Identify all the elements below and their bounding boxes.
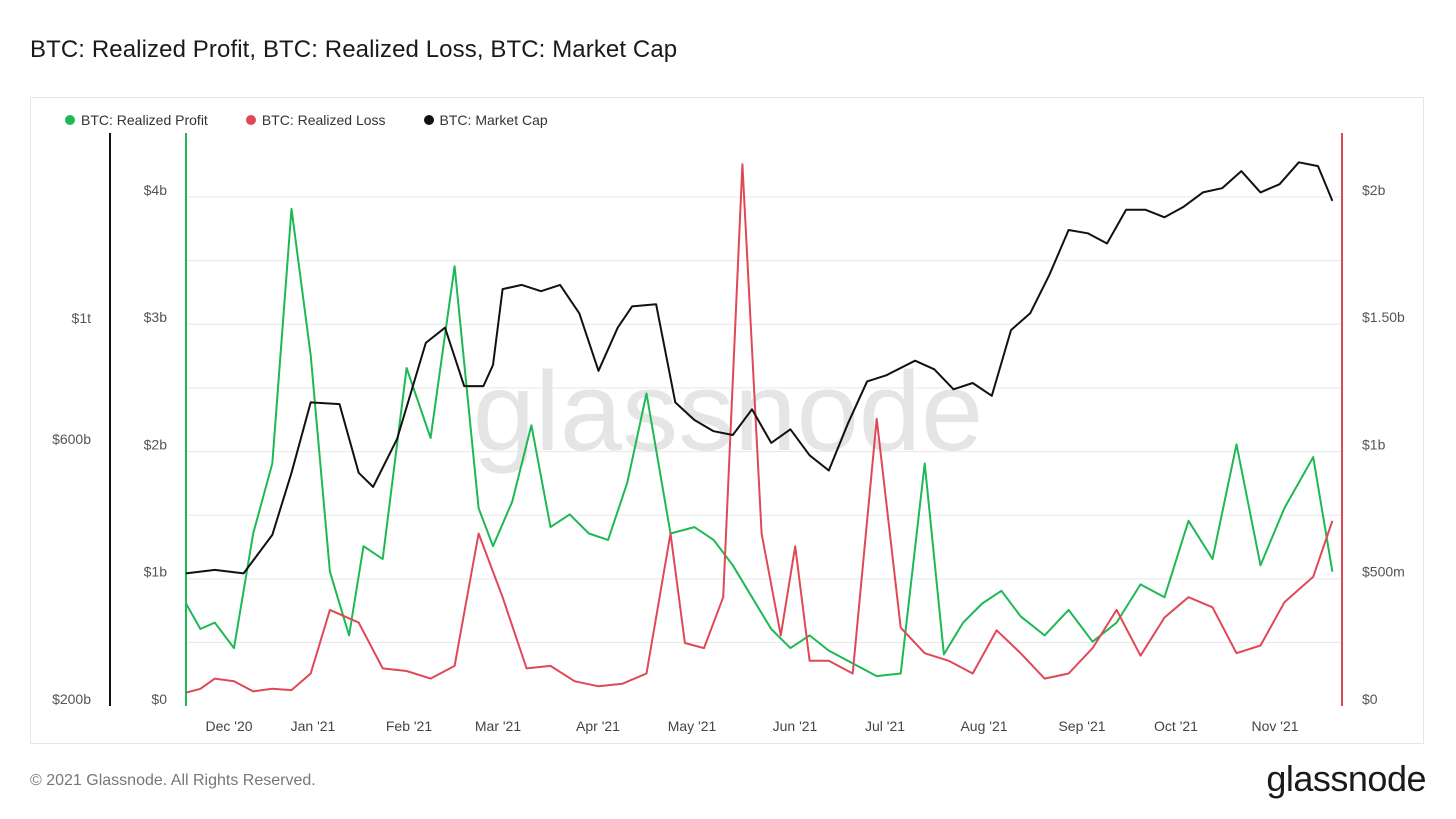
- profit-tick-label: $4b: [144, 182, 168, 198]
- chart-panel: BTC: Realized Profit BTC: Realized Loss …: [30, 97, 1424, 744]
- legend-dot-icon: [245, 115, 256, 125]
- watermark-text: glassnode: [473, 349, 984, 474]
- loss-tick-label: $1b: [1362, 436, 1386, 452]
- chart-legend: BTC: Realized Profit BTC: Realized Loss …: [65, 112, 548, 128]
- legend-label: BTC: Realized Profit: [81, 112, 208, 128]
- x-tick-label: Nov '21: [1251, 718, 1298, 734]
- loss-tick-label: $500m: [1362, 564, 1405, 580]
- loss-tick-label: $1.50b: [1362, 309, 1405, 325]
- x-tick-label: Apr '21: [576, 718, 620, 734]
- x-tick-label: Jan '21: [291, 718, 336, 734]
- legend-label: BTC: Realized Loss: [261, 112, 386, 128]
- profit-tick-label: $1b: [144, 564, 168, 580]
- glassnode-logo: glassnode: [1266, 758, 1426, 799]
- legend-dot-icon: [65, 115, 75, 125]
- loss-tick-label: $2b: [1362, 182, 1386, 198]
- x-tick-label: Mar '21: [475, 718, 521, 734]
- realized-loss-line: [185, 163, 1334, 694]
- realized-profit-line: [185, 207, 1334, 678]
- x-tick-label: Dec '20: [205, 718, 252, 734]
- profit-tick-label: $2b: [144, 436, 168, 452]
- page-title: BTC: Realized Profit, BTC: Realized Loss…: [30, 36, 678, 63]
- legend-dot-icon: [423, 115, 434, 125]
- market-cap-line: [185, 161, 1334, 575]
- profit-tick-label: $3b: [144, 309, 168, 325]
- loss-tick-label: $0: [1362, 691, 1378, 707]
- x-tick-label: Jul '21: [865, 718, 905, 734]
- x-tick-label: May '21: [668, 718, 717, 734]
- profit-tick-label: $0: [151, 691, 167, 707]
- market-cap-tick-label: $1t: [72, 310, 92, 326]
- x-tick-label: Jun '21: [773, 718, 818, 734]
- legend-item-market-cap[interactable]: BTC: Market Cap: [423, 112, 548, 128]
- legend-item-realized-profit[interactable]: BTC: Realized Profit: [65, 112, 208, 128]
- market-cap-tick-label: $600b: [52, 431, 91, 447]
- x-tick-label: Sep '21: [1058, 718, 1105, 734]
- copyright-text: © 2021 Glassnode. All Rights Reserved.: [30, 772, 316, 789]
- legend-label: BTC: Market Cap: [439, 112, 548, 128]
- market-cap-tick-label: $200b: [52, 691, 91, 707]
- legend-item-realized-loss[interactable]: BTC: Realized Loss: [245, 112, 386, 128]
- x-tick-label: Aug '21: [960, 718, 1007, 734]
- x-tick-label: Feb '21: [386, 718, 432, 734]
- x-tick-label: Oct '21: [1154, 718, 1198, 734]
